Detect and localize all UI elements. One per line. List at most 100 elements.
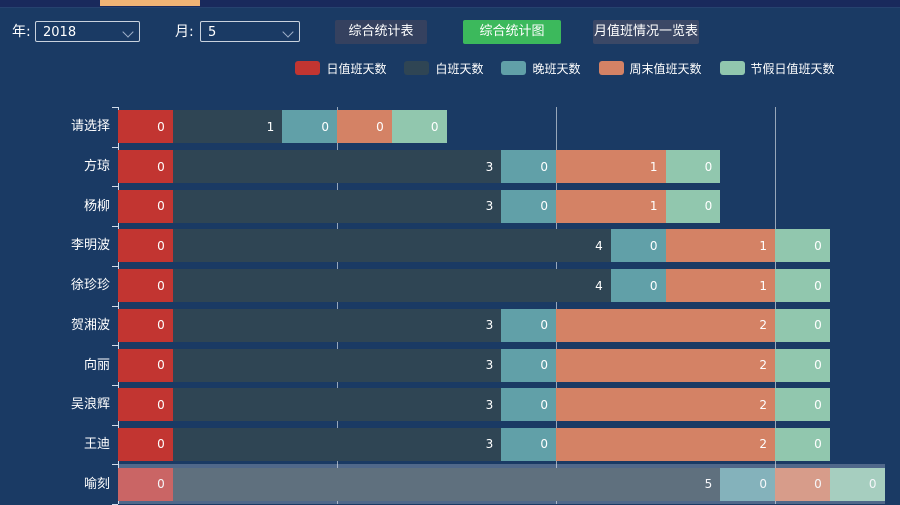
bar-segment-周末值班天数[interactable]: 2 bbox=[556, 388, 775, 422]
bar-segment-节假日值班天数[interactable]: 0 bbox=[665, 189, 721, 223]
bar-segment-日值班天数[interactable]: 0 bbox=[118, 110, 173, 144]
bar-segment-白班天数[interactable]: 4 bbox=[172, 269, 611, 303]
segment-value-label: 0 bbox=[649, 238, 658, 253]
month-value: 5 bbox=[208, 25, 217, 40]
year-select[interactable]: 2018 bbox=[35, 21, 140, 42]
summary-chart-button[interactable]: 综合统计图 bbox=[463, 20, 561, 44]
bar-segment-节假日值班天数[interactable]: 0 bbox=[775, 269, 830, 303]
y-axis-tick bbox=[112, 186, 118, 187]
bar-segment-日值班天数[interactable]: 0 bbox=[118, 427, 173, 461]
bar-segment-白班天数[interactable]: 3 bbox=[172, 189, 502, 223]
bar-segment-白班天数[interactable]: 3 bbox=[172, 388, 502, 422]
bar-segment-日值班天数[interactable]: 0 bbox=[118, 229, 173, 263]
segment-value-label: 1 bbox=[649, 199, 658, 214]
bar-segment-日值班天数[interactable]: 0 bbox=[118, 348, 173, 382]
legend-item-2[interactable]: 晚班天数 bbox=[501, 60, 581, 77]
legend-item-4[interactable]: 节假日值班天数 bbox=[719, 60, 835, 77]
bar-segment-晚班天数[interactable]: 0 bbox=[610, 269, 666, 303]
bar-segment-晚班天数[interactable]: 0 bbox=[282, 110, 337, 144]
legend-label: 白班天数 bbox=[435, 61, 484, 76]
bar-segment-周末值班天数[interactable]: 2 bbox=[556, 427, 775, 461]
bar-segment-晚班天数[interactable]: 0 bbox=[610, 229, 666, 263]
segment-value-label: 0 bbox=[430, 119, 439, 134]
legend-item-1[interactable]: 白班天数 bbox=[404, 60, 483, 77]
progress-indicator bbox=[100, 0, 200, 6]
bar-segment-晚班天数[interactable]: 0 bbox=[501, 348, 556, 382]
legend-color-chip bbox=[295, 61, 321, 75]
bar-segment-晚班天数[interactable]: 0 bbox=[501, 427, 556, 461]
summary-table-button[interactable]: 综合统计表 bbox=[335, 20, 427, 44]
bar-segment-白班天数[interactable]: 3 bbox=[172, 348, 502, 382]
y-axis-tick bbox=[112, 306, 118, 307]
bar-segment-日值班天数[interactable]: 0 bbox=[118, 388, 173, 422]
category-label: 方琼 bbox=[83, 159, 110, 175]
bar-segment-晚班天数[interactable]: 0 bbox=[501, 308, 556, 342]
segment-value-label: 0 bbox=[157, 437, 165, 452]
bar-segment-日值班天数[interactable]: 0 bbox=[118, 269, 173, 303]
segment-value-label: 0 bbox=[321, 119, 329, 134]
bar-segment-节假日值班天数[interactable]: 0 bbox=[391, 110, 447, 144]
bar-segment-白班天数[interactable]: 3 bbox=[172, 308, 502, 342]
bar-segment-白班天数[interactable]: 3 bbox=[172, 427, 502, 461]
bar-segment-白班天数[interactable]: 5 bbox=[172, 467, 721, 501]
legend-label: 日值班天数 bbox=[326, 61, 387, 76]
bar-segment-晚班天数[interactable]: 0 bbox=[720, 467, 775, 501]
bar-segment-周末值班天数[interactable]: 2 bbox=[556, 348, 775, 382]
bar-segment-周末值班天数[interactable]: 1 bbox=[665, 229, 775, 263]
bar-segment-日值班天数[interactable]: 0 bbox=[118, 467, 173, 501]
monthly-duty-list-button[interactable]: 月值班情况一览表 bbox=[593, 20, 699, 44]
segment-value-label: 0 bbox=[814, 437, 822, 452]
segment-value-label: 3 bbox=[485, 397, 494, 412]
segment-value-label: 0 bbox=[704, 159, 713, 174]
legend-label: 周末值班天数 bbox=[629, 61, 702, 76]
segment-value-label: 0 bbox=[376, 119, 384, 134]
segment-value-label: 5 bbox=[704, 477, 713, 492]
bar-segment-周末值班天数[interactable]: 1 bbox=[665, 269, 775, 303]
bar-segment-日值班天数[interactable]: 0 bbox=[118, 189, 173, 223]
segment-value-label: 0 bbox=[540, 358, 548, 373]
category-label: 向丽 bbox=[83, 357, 110, 373]
legend-item-0[interactable]: 日值班天数 bbox=[295, 60, 386, 77]
bar-segment-晚班天数[interactable]: 0 bbox=[501, 189, 556, 223]
x-gridline bbox=[337, 107, 338, 504]
segment-value-label: 0 bbox=[540, 397, 548, 412]
legend-color-chip bbox=[598, 61, 624, 75]
bar-segment-周末值班天数[interactable]: 1 bbox=[556, 189, 666, 223]
bar-segment-节假日值班天数[interactable]: 0 bbox=[775, 229, 830, 263]
bar-segment-白班天数[interactable]: 1 bbox=[172, 110, 283, 144]
bar-segment-日值班天数[interactable]: 0 bbox=[118, 150, 173, 184]
legend-label: 节假日值班天数 bbox=[750, 61, 835, 76]
bar-segment-晚班天数[interactable]: 0 bbox=[501, 150, 556, 184]
bar-segment-日值班天数[interactable]: 0 bbox=[118, 308, 173, 342]
segment-value-label: 0 bbox=[157, 397, 165, 412]
chart-legend: 日值班天数 白班天数 晚班天数 周末值班天数 节假日值班天数 bbox=[240, 58, 890, 78]
bar-segment-节假日值班天数[interactable]: 0 bbox=[829, 467, 885, 501]
bar-segment-节假日值班天数[interactable]: 0 bbox=[775, 348, 830, 382]
segment-value-label: 3 bbox=[485, 318, 494, 333]
y-axis-tick bbox=[112, 147, 118, 148]
bar-segment-节假日值班天数[interactable]: 0 bbox=[775, 427, 830, 461]
bar-segment-白班天数[interactable]: 4 bbox=[172, 229, 611, 263]
category-label: 李明波 bbox=[70, 238, 110, 254]
bar-segment-周末值班天数[interactable]: 0 bbox=[337, 110, 392, 144]
bar-segment-周末值班天数[interactable]: 0 bbox=[775, 467, 830, 501]
month-select[interactable]: 5 bbox=[200, 21, 300, 42]
bar-segment-白班天数[interactable]: 3 bbox=[172, 150, 502, 184]
legend-color-chip bbox=[404, 61, 430, 75]
bar-segment-周末值班天数[interactable]: 1 bbox=[556, 150, 666, 184]
segment-value-label: 1 bbox=[759, 278, 767, 293]
bar-segment-晚班天数[interactable]: 0 bbox=[501, 388, 556, 422]
bar-segment-节假日值班天数[interactable]: 0 bbox=[665, 150, 721, 184]
segment-value-label: 0 bbox=[704, 199, 713, 214]
bar-segment-节假日值班天数[interactable]: 0 bbox=[775, 388, 830, 422]
category-label: 请选择 bbox=[70, 119, 110, 135]
legend-item-3[interactable]: 周末值班天数 bbox=[598, 60, 702, 77]
segment-value-label: 0 bbox=[540, 199, 548, 214]
segment-value-label: 0 bbox=[157, 477, 165, 492]
month-label: 月: bbox=[175, 24, 194, 40]
segment-value-label: 0 bbox=[157, 119, 165, 134]
bar-segment-节假日值班天数[interactable]: 0 bbox=[775, 308, 830, 342]
segment-value-label: 1 bbox=[759, 238, 767, 253]
bar-segment-周末值班天数[interactable]: 2 bbox=[556, 308, 775, 342]
